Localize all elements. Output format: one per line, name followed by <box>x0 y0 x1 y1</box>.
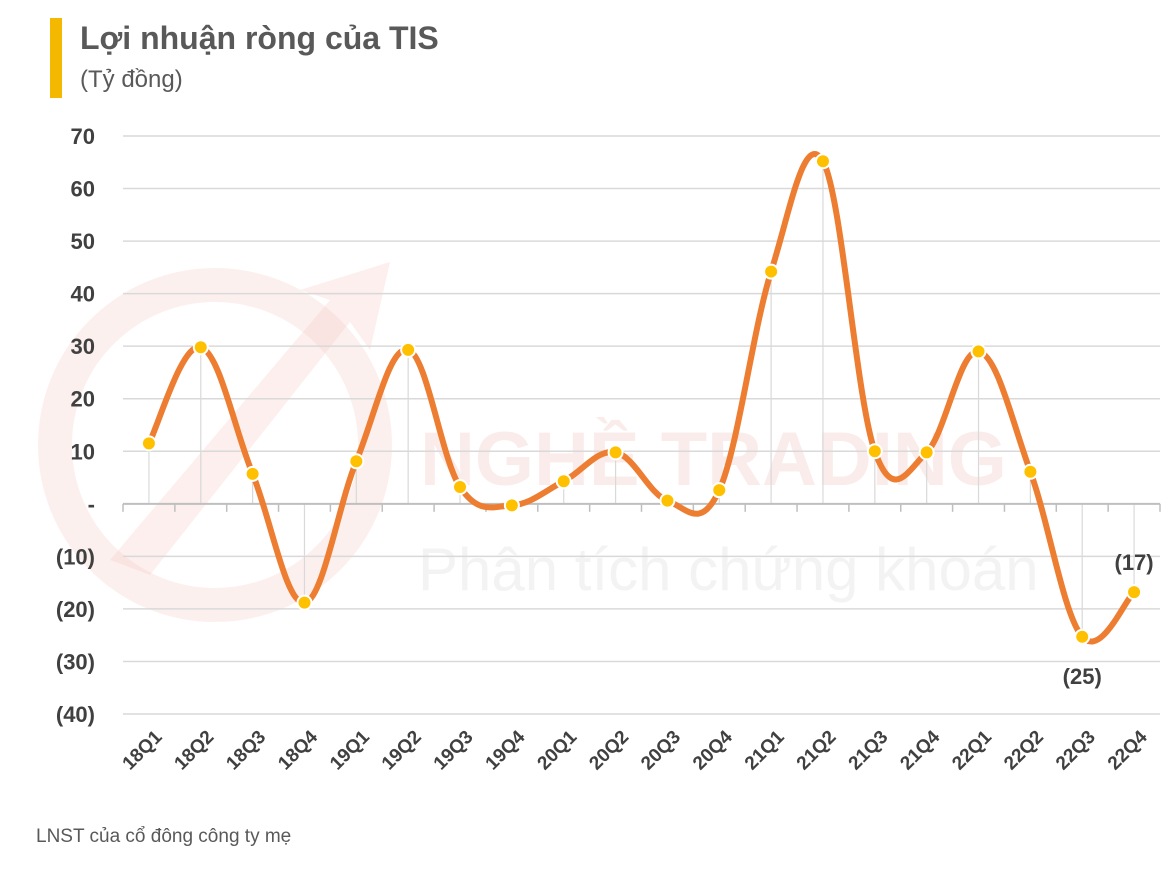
data-point <box>503 497 520 514</box>
x-tick-label: 20Q4 <box>689 726 737 774</box>
watermark-logo-ring <box>38 268 392 622</box>
x-tick-label: 19Q2 <box>378 727 426 775</box>
data-point <box>711 482 728 499</box>
y-tick-label: 50 <box>71 229 95 254</box>
y-tick-label: 30 <box>71 334 95 359</box>
data-point <box>140 435 157 452</box>
series-markers <box>140 153 1143 645</box>
x-tick-label: 21Q1 <box>741 726 789 774</box>
y-tick-label: 20 <box>71 387 95 412</box>
data-label: (17) <box>1115 550 1154 575</box>
data-point <box>555 473 572 490</box>
data-point <box>296 594 313 611</box>
watermark-tagline: Phân tích chứng khoán <box>418 536 1039 603</box>
y-tick-label: (10) <box>56 544 95 569</box>
x-tick-label: 22Q4 <box>1104 726 1152 774</box>
x-tick-label: 19Q4 <box>482 726 530 774</box>
y-tick-label: (20) <box>56 597 95 622</box>
x-tick-label: 22Q3 <box>1052 727 1100 775</box>
data-point <box>400 341 417 358</box>
x-tick-label: 19Q3 <box>430 727 478 775</box>
data-point <box>659 492 676 509</box>
x-tick-label: 21Q2 <box>793 727 841 775</box>
x-tick-label: 21Q3 <box>845 727 893 775</box>
x-tick-label: 22Q1 <box>948 726 996 774</box>
footnote: LNST của cổ đông công ty mẹ <box>36 826 292 847</box>
watermark-logo-arrow <box>110 262 390 575</box>
data-labels: (25) (17) <box>1063 550 1154 689</box>
watermark: NGHỀ TRADING Phân tích chứng khoán <box>38 262 1039 622</box>
x-tick-label: 18Q2 <box>171 727 219 775</box>
chart-subtitle: (Tỷ đồng) <box>80 66 183 93</box>
x-tick-label: 20Q2 <box>585 727 633 775</box>
data-point <box>192 339 209 356</box>
x-tick-label: 18Q4 <box>274 726 322 774</box>
title-accent-bar <box>50 18 62 98</box>
x-tick-label: 18Q3 <box>222 727 270 775</box>
y-tick-label: (40) <box>56 702 95 727</box>
y-tick-label: - <box>88 492 95 517</box>
data-point <box>814 153 831 170</box>
y-tick-label: (30) <box>56 649 95 674</box>
data-point <box>763 263 780 280</box>
x-tick-label: 19Q1 <box>326 726 374 774</box>
x-tick-label: 22Q2 <box>1000 727 1048 775</box>
data-point <box>1074 628 1091 645</box>
chart-title: Lợi nhuận ròng của TIS <box>80 20 439 56</box>
data-point <box>1126 584 1143 601</box>
data-point <box>244 465 261 482</box>
data-point <box>918 444 935 461</box>
y-tick-label: 10 <box>71 439 95 464</box>
data-point <box>452 479 469 496</box>
y-tick-label: 70 <box>71 124 95 149</box>
x-tick-label: 21Q4 <box>896 726 944 774</box>
data-point <box>348 453 365 470</box>
x-tick-label: 20Q3 <box>637 727 685 775</box>
data-point <box>970 343 987 360</box>
x-tick-label: 20Q1 <box>534 726 582 774</box>
data-point <box>607 444 624 461</box>
data-point <box>866 443 883 460</box>
y-tick-label: 40 <box>71 282 95 307</box>
grid-lines <box>123 135 1160 715</box>
x-tick-label: 18Q1 <box>119 726 167 774</box>
data-point <box>1022 463 1039 480</box>
y-tick-label: 60 <box>71 177 95 202</box>
data-label: (25) <box>1063 664 1102 689</box>
drop-lines <box>148 161 1135 637</box>
y-axis: 70 60 50 40 30 20 10 - (10) (20) (30) (40) <box>56 124 95 727</box>
